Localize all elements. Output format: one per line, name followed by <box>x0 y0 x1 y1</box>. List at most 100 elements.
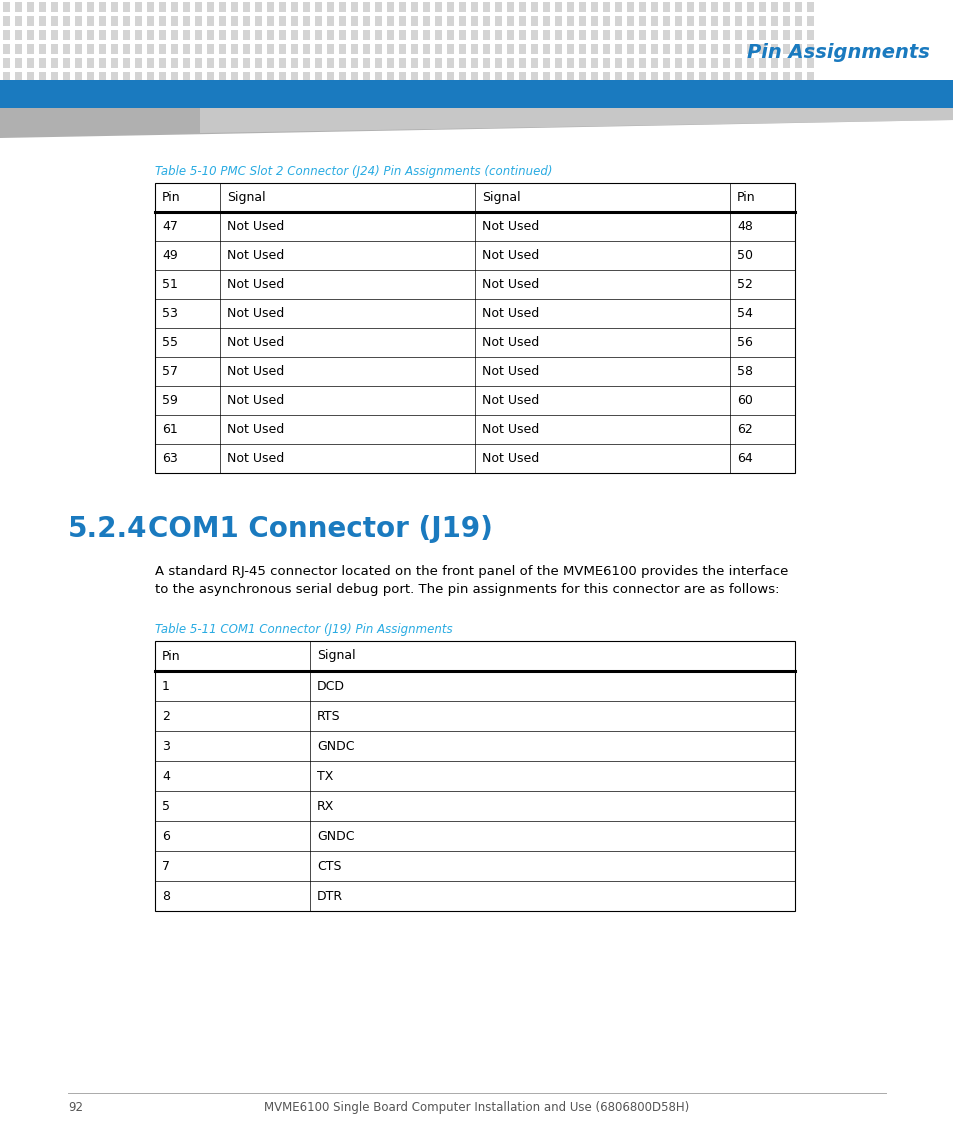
Bar <box>87 2 94 11</box>
Bar <box>794 72 801 82</box>
Text: Not Used: Not Used <box>227 307 284 319</box>
Text: 63: 63 <box>162 452 177 465</box>
Text: 49: 49 <box>162 248 177 262</box>
Bar <box>435 16 441 26</box>
Bar <box>147 58 153 68</box>
Bar <box>555 72 561 82</box>
Bar <box>123 44 130 54</box>
Bar <box>518 16 525 26</box>
Bar <box>602 16 609 26</box>
Bar <box>734 58 741 68</box>
Bar <box>734 44 741 54</box>
Bar <box>314 30 322 40</box>
Bar <box>51 16 58 26</box>
Bar <box>27 30 34 40</box>
Bar <box>458 16 465 26</box>
Bar <box>422 44 430 54</box>
Bar <box>194 72 202 82</box>
Bar <box>99 2 106 11</box>
Bar <box>662 58 669 68</box>
Bar <box>435 72 441 82</box>
Bar <box>447 16 454 26</box>
Text: 59: 59 <box>162 394 177 406</box>
Bar <box>0 80 953 108</box>
Bar <box>602 2 609 11</box>
Bar <box>734 16 741 26</box>
Bar <box>555 2 561 11</box>
Bar <box>447 44 454 54</box>
Bar <box>267 58 274 68</box>
Bar <box>626 30 634 40</box>
Bar <box>303 58 310 68</box>
Bar <box>183 58 190 68</box>
Bar <box>542 44 550 54</box>
Bar <box>782 72 789 82</box>
Bar <box>542 2 550 11</box>
Bar <box>75 58 82 68</box>
Text: 50: 50 <box>737 248 752 262</box>
Bar <box>39 2 46 11</box>
Bar <box>194 58 202 68</box>
Bar <box>398 16 406 26</box>
Text: Pin: Pin <box>162 191 180 204</box>
Bar <box>590 44 598 54</box>
Bar <box>794 16 801 26</box>
Text: Not Used: Not Used <box>481 248 538 262</box>
Bar <box>806 44 813 54</box>
Bar <box>27 2 34 11</box>
Bar <box>63 58 70 68</box>
Bar <box>303 16 310 26</box>
Text: 8: 8 <box>162 890 170 902</box>
Bar <box>135 44 142 54</box>
Text: GNDC: GNDC <box>316 829 355 843</box>
Bar <box>734 30 741 40</box>
Bar <box>243 72 250 82</box>
Bar <box>15 16 22 26</box>
Bar <box>435 44 441 54</box>
Bar <box>194 2 202 11</box>
Bar <box>506 72 514 82</box>
Bar <box>555 58 561 68</box>
Bar <box>782 58 789 68</box>
Bar <box>422 30 430 40</box>
Bar <box>495 58 501 68</box>
Bar <box>471 44 477 54</box>
Bar <box>518 30 525 40</box>
Bar <box>159 58 166 68</box>
Bar <box>51 58 58 68</box>
Text: 6: 6 <box>162 829 170 843</box>
Text: Not Used: Not Used <box>481 423 538 436</box>
Bar <box>183 44 190 54</box>
Bar <box>27 58 34 68</box>
Bar <box>63 16 70 26</box>
Bar <box>154 183 794 473</box>
Text: Pin: Pin <box>737 191 755 204</box>
Bar <box>15 30 22 40</box>
Bar <box>542 16 550 26</box>
Bar <box>75 2 82 11</box>
Polygon shape <box>200 108 953 133</box>
Bar <box>590 58 598 68</box>
Bar <box>267 2 274 11</box>
Bar <box>794 44 801 54</box>
Text: 61: 61 <box>162 423 177 436</box>
Text: 2: 2 <box>162 710 170 722</box>
Bar <box>39 44 46 54</box>
Bar <box>231 30 237 40</box>
Bar <box>639 58 645 68</box>
Bar <box>602 44 609 54</box>
Bar <box>398 72 406 82</box>
Bar <box>278 16 286 26</box>
Bar <box>686 30 693 40</box>
Bar <box>495 44 501 54</box>
Bar <box>806 16 813 26</box>
Bar <box>770 30 778 40</box>
Text: 47: 47 <box>162 220 177 232</box>
Bar <box>675 30 681 40</box>
Bar <box>699 58 705 68</box>
Bar <box>207 2 213 11</box>
Bar <box>387 30 394 40</box>
Bar <box>51 44 58 54</box>
Bar <box>291 58 297 68</box>
Bar <box>495 72 501 82</box>
